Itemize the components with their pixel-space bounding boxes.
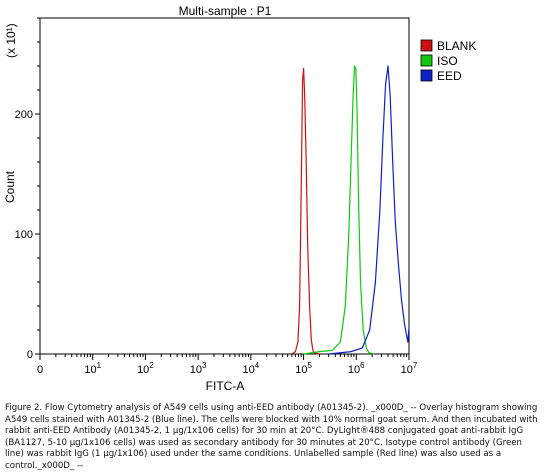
legend-label-blank: BLANK <box>437 39 476 53</box>
y-tick-label: 100 <box>15 229 33 241</box>
y-axis-ticks: 0 100 200 <box>15 17 40 361</box>
plot-frame <box>39 17 410 355</box>
x-axis-label: FITC-A <box>206 379 245 393</box>
x-tick-label: 104 <box>243 361 260 376</box>
legend-swatch-eed <box>420 69 433 82</box>
x-tick-label: 106 <box>348 361 365 376</box>
legend-swatch-iso <box>420 54 433 67</box>
chart-title: Multi-sample : P1 <box>179 4 272 18</box>
series-line-blank <box>291 67 320 355</box>
series-line-eed <box>328 65 410 355</box>
x-tick-label: 102 <box>137 361 154 376</box>
x-tick-label: 103 <box>190 361 207 376</box>
figure-caption: Figure 2. Flow Cytometry analysis of A54… <box>5 403 538 471</box>
y-tick-label: 0 <box>27 349 33 361</box>
y-tick-label: 200 <box>15 109 33 121</box>
x-tick-label: 0 <box>37 364 43 376</box>
x-axis-ticks: 0 101 102 103 104 105 106 107 <box>37 354 418 376</box>
y-scale-note: (x 10¹) <box>4 23 18 58</box>
series-line-iso <box>303 65 375 355</box>
histogram-series <box>291 65 410 355</box>
y-axis-label: Count <box>3 170 17 203</box>
x-tick-label: 107 <box>401 361 418 376</box>
x-tick-label: 105 <box>295 361 312 376</box>
legend-label-eed: EED <box>437 69 462 83</box>
legend-swatch-blank <box>420 39 433 52</box>
legend-label-iso: ISO <box>437 54 458 68</box>
x-tick-label: 101 <box>84 361 101 376</box>
